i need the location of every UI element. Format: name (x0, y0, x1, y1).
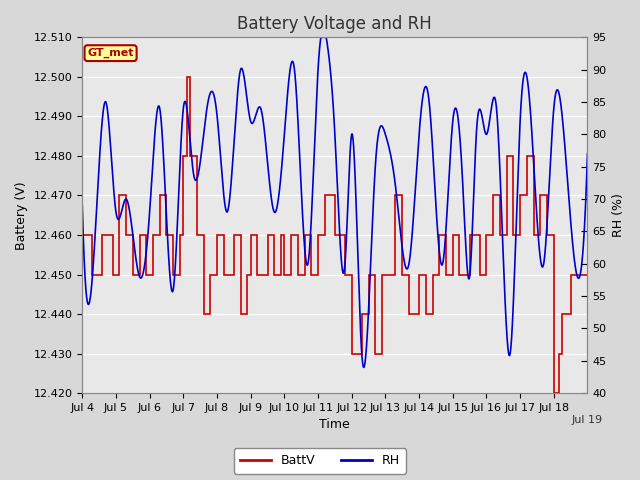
Legend: BattV, RH: BattV, RH (234, 448, 406, 474)
Title: Battery Voltage and RH: Battery Voltage and RH (237, 15, 432, 33)
Y-axis label: RH (%): RH (%) (612, 193, 625, 237)
Text: Jul 19: Jul 19 (572, 415, 603, 425)
X-axis label: Time: Time (319, 419, 350, 432)
Text: GT_met: GT_met (87, 48, 134, 58)
Y-axis label: Battery (V): Battery (V) (15, 181, 28, 250)
